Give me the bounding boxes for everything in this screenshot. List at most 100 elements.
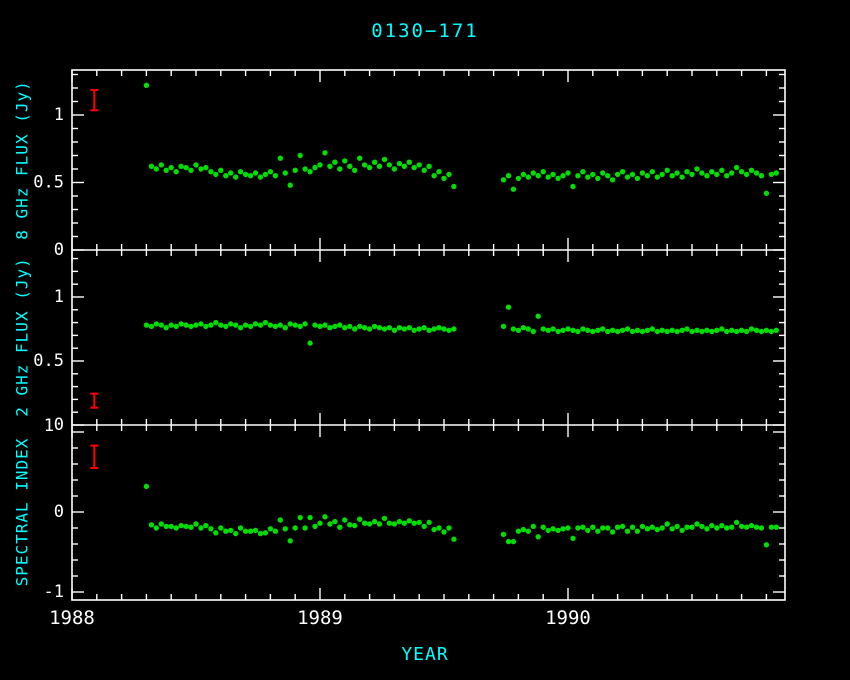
data-point xyxy=(768,328,775,335)
data-point xyxy=(753,524,760,530)
data-point xyxy=(748,326,755,332)
data-point xyxy=(342,325,348,331)
data-point xyxy=(714,327,720,333)
data-point xyxy=(312,322,318,328)
y-tick-label: 1 xyxy=(54,287,64,307)
data-point xyxy=(223,528,229,534)
data-point xyxy=(704,173,710,179)
data-point xyxy=(347,522,353,528)
y-tick-label: 0 xyxy=(54,502,64,522)
data-point xyxy=(540,524,546,530)
data-point xyxy=(585,327,591,333)
data-point xyxy=(763,190,770,196)
data-point xyxy=(421,523,427,530)
data-point xyxy=(361,162,368,168)
data-point xyxy=(178,321,184,327)
data-point xyxy=(401,163,407,169)
data-point xyxy=(624,326,631,332)
panel-8ghz-flux xyxy=(143,82,779,196)
data-point xyxy=(674,170,680,176)
data-point xyxy=(436,169,442,175)
data-point xyxy=(366,326,373,332)
data-point xyxy=(689,171,695,178)
data-point xyxy=(560,526,566,532)
data-point xyxy=(550,171,556,178)
data-point xyxy=(168,322,174,328)
data-point xyxy=(575,173,581,179)
data-point xyxy=(520,171,527,178)
data-point xyxy=(317,520,323,526)
data-point xyxy=(352,522,358,529)
data-point xyxy=(228,170,234,176)
data-point xyxy=(580,524,586,530)
data-point xyxy=(302,525,308,531)
data-point xyxy=(287,538,293,544)
data-point xyxy=(609,529,616,535)
data-point xyxy=(228,321,234,327)
y-axis-title-8ghz-flux: 8 GHz FLUX (Jy) xyxy=(12,80,32,240)
data-point xyxy=(500,177,507,183)
data-point xyxy=(585,174,591,180)
data-point xyxy=(193,162,199,168)
data-point xyxy=(515,528,522,534)
data-point xyxy=(252,527,259,534)
data-point xyxy=(729,170,735,176)
data-point xyxy=(694,166,700,172)
data-point xyxy=(614,328,621,335)
data-point xyxy=(198,321,204,327)
data-point xyxy=(337,166,343,172)
data-point xyxy=(337,322,343,328)
data-point xyxy=(525,528,531,534)
data-point xyxy=(664,328,670,335)
data-point xyxy=(168,523,174,530)
data-point xyxy=(391,166,398,172)
data-point xyxy=(376,521,383,527)
data-point xyxy=(361,520,368,526)
data-point xyxy=(590,171,596,178)
data-point xyxy=(292,322,298,328)
data-point xyxy=(451,183,457,190)
data-point xyxy=(743,524,750,530)
data-point xyxy=(545,527,551,534)
data-point xyxy=(247,528,254,534)
data-point xyxy=(659,171,665,178)
data-point xyxy=(411,327,417,333)
data-point xyxy=(644,526,651,532)
data-point xyxy=(302,321,308,327)
data-point xyxy=(223,323,229,330)
data-point xyxy=(416,162,422,168)
data-point xyxy=(416,326,422,332)
panel-spectral-index xyxy=(143,483,779,548)
data-point xyxy=(773,327,779,333)
data-point xyxy=(386,520,393,526)
data-point xyxy=(600,326,606,332)
data-point xyxy=(500,323,507,330)
y-tick-label: 1 xyxy=(54,105,64,125)
data-point xyxy=(743,328,750,335)
data-point xyxy=(684,326,690,332)
data-point xyxy=(396,160,403,167)
data-point xyxy=(242,171,249,178)
data-point xyxy=(203,522,209,529)
data-point xyxy=(535,313,541,319)
data-point xyxy=(352,326,358,332)
axis-ticks xyxy=(71,70,785,600)
data-point xyxy=(183,523,189,530)
data-point xyxy=(654,328,660,335)
data-point xyxy=(426,519,432,526)
data-point xyxy=(639,523,646,530)
data-point xyxy=(555,328,561,335)
data-point xyxy=(233,174,239,180)
data-point xyxy=(158,162,164,168)
data-point xyxy=(595,528,601,534)
data-point xyxy=(381,156,388,163)
data-point xyxy=(257,530,264,537)
data-point xyxy=(178,163,184,169)
x-tick-label: 1988 xyxy=(49,607,95,629)
data-point xyxy=(436,325,442,331)
data-point xyxy=(342,517,348,523)
data-point xyxy=(376,325,383,331)
data-point xyxy=(535,534,541,540)
